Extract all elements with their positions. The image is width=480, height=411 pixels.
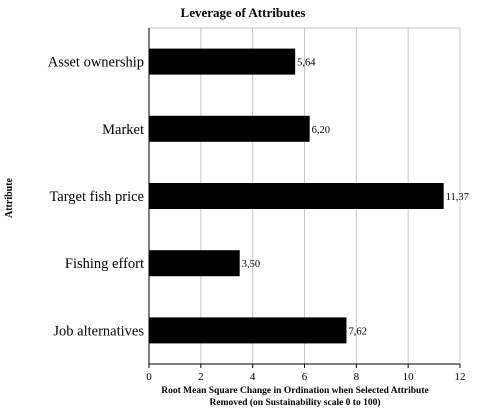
x-tick-label: 8	[354, 371, 360, 383]
category-label: Fishing effort	[65, 256, 144, 272]
category-label: Job alternatives	[53, 323, 144, 339]
y-axis-label: Attribute	[4, 177, 15, 218]
chart-title: Leverage of Attributes	[181, 5, 306, 20]
category-label: Market	[102, 122, 144, 138]
bar-value-label: 11,37	[446, 192, 469, 203]
bar	[149, 317, 347, 344]
x-axis-label-line-1: Root Mean Square Change in Ordination wh…	[161, 386, 428, 396]
x-tick-label: 10	[403, 371, 415, 383]
bar-value-label: 6,20	[312, 125, 330, 136]
bar-value-label: 3,50	[242, 259, 260, 270]
bar	[149, 115, 310, 142]
category-label: Asset ownership	[48, 55, 144, 71]
x-ticks: 0 2 4 6 8 10 12	[146, 364, 466, 383]
bar	[149, 183, 444, 209]
x-tick-label: 0	[146, 371, 152, 383]
bar-value-label: 5,64	[297, 58, 316, 69]
x-tick-label: 2	[198, 371, 204, 383]
x-tick-label: 4	[250, 371, 256, 383]
x-tick-label: 12	[455, 371, 466, 383]
x-tick-label: 6	[302, 371, 308, 383]
category-labels: Asset ownership Market Target fish price Fi…	[48, 55, 145, 340]
bars	[149, 48, 444, 344]
x-axis-label-line-2: Removed (on Sustainability scale 0 to 10…	[210, 397, 381, 408]
bar-value-label: 7,62	[348, 326, 366, 337]
bar	[149, 48, 296, 75]
category-label: Target fish price	[49, 189, 144, 205]
bar	[149, 250, 240, 277]
value-labels: 5,64 6,20 11,37 3,50 7,62	[242, 58, 469, 338]
